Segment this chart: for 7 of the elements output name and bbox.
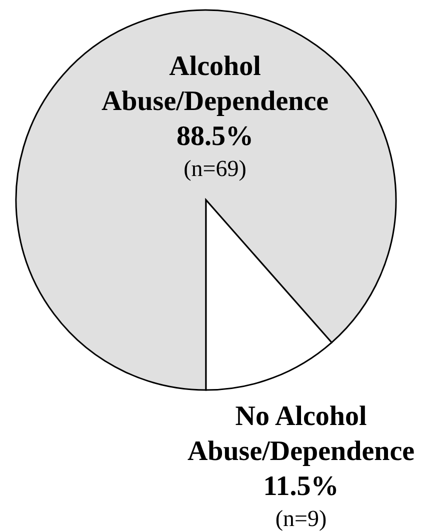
- data-label: 11.5%: [263, 471, 339, 502]
- slice-label: No Alcohol Abuse/Dependence: [187, 401, 415, 467]
- data-label: 88.5%: [176, 121, 254, 152]
- pie-slice: [15, 9, 396, 391]
- slice-label: Alcohol Abuse/Dependence: [101, 51, 329, 117]
- text: (n=69): [184, 156, 246, 181]
- text: (n=9): [275, 506, 327, 531]
